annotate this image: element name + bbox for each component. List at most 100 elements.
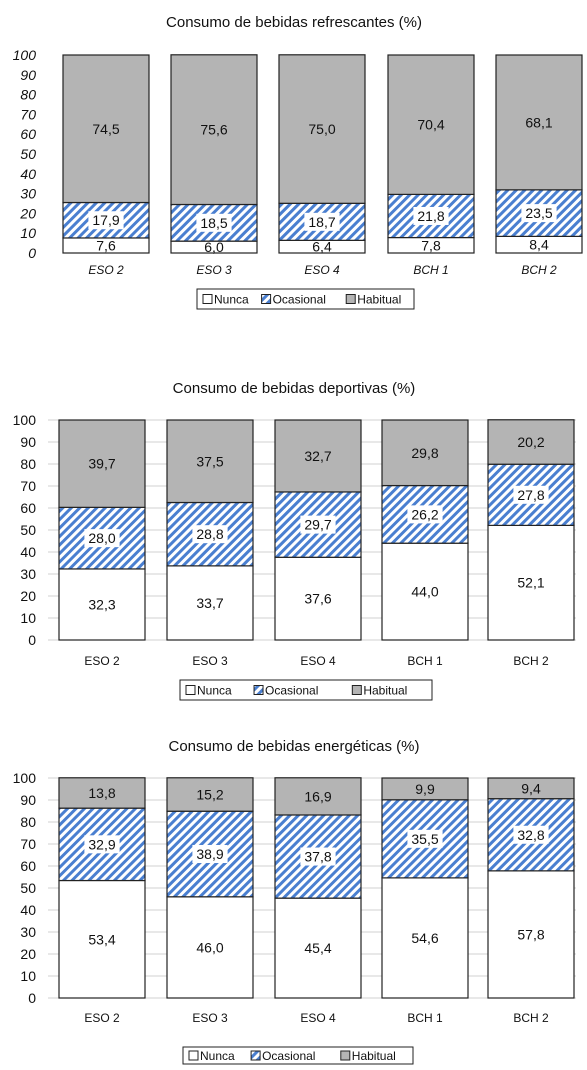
value-label-bg: [84, 529, 120, 548]
y-tick-label: 0: [28, 990, 36, 1006]
legend: [182, 1046, 414, 1065]
bar-segment-habitual-eso-4: [278, 54, 366, 204]
x-tick-label: ESO 4: [300, 1011, 336, 1025]
value-label-bg: [513, 485, 549, 504]
value-label-bg: [407, 505, 443, 524]
chart-title: Consumo de bebidas deportivas (%): [173, 380, 416, 397]
value-label: 37,5: [196, 453, 223, 469]
value-label: 15,2: [196, 787, 223, 803]
chart-title: Consumo de bebidas energéticas (%): [169, 738, 420, 755]
value-label: 54,6: [411, 930, 438, 946]
value-label: 32,3: [88, 596, 115, 612]
legend-label-nunca: Nunca: [197, 684, 232, 698]
value-label: 32,8: [517, 827, 544, 843]
y-tick-label: 50: [20, 880, 36, 896]
value-label-bg: [300, 515, 336, 534]
bar-segment-habitual-eso-4: [274, 419, 362, 493]
chart-1: Consumo de bebidas refrescantes (%) 0 10 20…: [13, 14, 583, 310]
value-label-bg: [513, 825, 549, 844]
legend-swatch-habitual: [345, 294, 356, 304]
y-tick-label: 20: [20, 588, 36, 604]
value-label: 68,1: [525, 114, 552, 130]
y-tick-label: 30: [20, 924, 36, 940]
bar-segment-nunca-bch-1: [381, 542, 469, 641]
legend-label-nunca: Nunca: [214, 293, 249, 307]
value-label: 38,9: [196, 846, 223, 862]
legend-swatch-habitual: [351, 685, 362, 695]
value-label: 26,2: [411, 506, 438, 522]
y-tick-label: 60: [20, 126, 36, 142]
bar-segment-nunca-bch-1: [381, 877, 469, 999]
x-tick-label: ESO 2: [88, 263, 124, 277]
x-tick-label: BCH 2: [521, 263, 557, 277]
value-label: 32,7: [304, 448, 331, 464]
bar-segment-habitual-eso-4: [274, 777, 362, 816]
bar-segment-habitual-bch-1: [381, 419, 469, 487]
legend: [196, 288, 415, 310]
bar-segment-nunca-eso-2: [58, 879, 146, 999]
bar-segment-habitual-bch-1: [381, 777, 469, 801]
value-label: 39,7: [88, 456, 115, 472]
bar-segment-habitual-eso-3: [166, 419, 254, 504]
value-label: 70,4: [417, 117, 444, 133]
y-tick-label: 30: [20, 186, 36, 202]
value-label: 16,9: [304, 788, 331, 804]
x-tick-label: BCH 1: [413, 263, 448, 277]
value-label-bg: [88, 211, 124, 230]
bar-segment-habitual-bch-1: [387, 54, 475, 195]
legend-swatch-nunca: [202, 294, 213, 304]
value-label: 29,7: [304, 517, 331, 533]
legend-swatch-habitual: [340, 1050, 351, 1061]
bar-segment-habitual-eso-3: [166, 777, 254, 812]
bar-segment-ocasional-eso-3: [166, 810, 254, 898]
value-label: 9,9: [415, 781, 435, 797]
value-label-bg: [192, 525, 228, 544]
value-label: 18,7: [308, 214, 335, 230]
y-tick-label: 50: [20, 146, 36, 162]
value-label: 17,9: [92, 212, 119, 228]
x-tick-label: ESO 2: [84, 1011, 120, 1025]
value-label: 35,5: [411, 831, 438, 847]
value-label: 18,5: [200, 215, 227, 231]
value-label: 44,0: [411, 584, 438, 600]
y-tick-label: 0: [28, 245, 36, 261]
bar-segment-habitual-eso-2: [58, 419, 146, 508]
value-label: 7,8: [421, 237, 441, 253]
y-tick-label: 60: [20, 858, 36, 874]
legend-label-habitual: Habitual: [363, 684, 407, 698]
value-label: 20,2: [517, 434, 544, 450]
value-label: 29,8: [411, 445, 438, 461]
value-label: 9,4: [521, 780, 541, 796]
x-tick-label: BCH 1: [407, 654, 443, 668]
value-label-bg: [413, 206, 449, 225]
value-label: 37,8: [304, 849, 331, 865]
y-tick-label: 20: [20, 946, 36, 962]
y-tick-label: 100: [13, 47, 37, 63]
value-label-bg: [192, 845, 228, 864]
value-label: 75,0: [308, 121, 335, 137]
value-label: 74,5: [92, 121, 119, 137]
value-label: 28,0: [88, 530, 115, 546]
x-tick-label: ESO 3: [192, 1011, 228, 1025]
y-tick-label: 70: [20, 106, 36, 122]
y-tick-label: 30: [20, 566, 36, 582]
y-tick-label: 80: [20, 456, 36, 472]
value-label: 6,4: [312, 239, 332, 255]
y-tick-label: 80: [20, 814, 36, 830]
bar-segment-nunca-eso-4: [274, 897, 362, 999]
legend-label-nunca: Nunca: [200, 1049, 235, 1063]
value-label: 13,8: [88, 785, 115, 801]
y-tick-label: 100: [13, 412, 37, 428]
legend-label-ocasional: Ocasional: [273, 293, 326, 307]
value-label: 37,6: [304, 591, 331, 607]
bar-segment-habitual-bch-2: [487, 419, 575, 465]
y-tick-label: 10: [20, 968, 36, 984]
value-label: 21,8: [417, 208, 444, 224]
value-label-bg: [521, 204, 557, 223]
bar-segment-habitual-eso-2: [58, 777, 146, 809]
value-label: 75,6: [200, 122, 227, 138]
y-tick-label: 10: [20, 610, 36, 626]
x-tick-label: BCH 2: [513, 1011, 549, 1025]
value-label: 32,9: [88, 836, 115, 852]
